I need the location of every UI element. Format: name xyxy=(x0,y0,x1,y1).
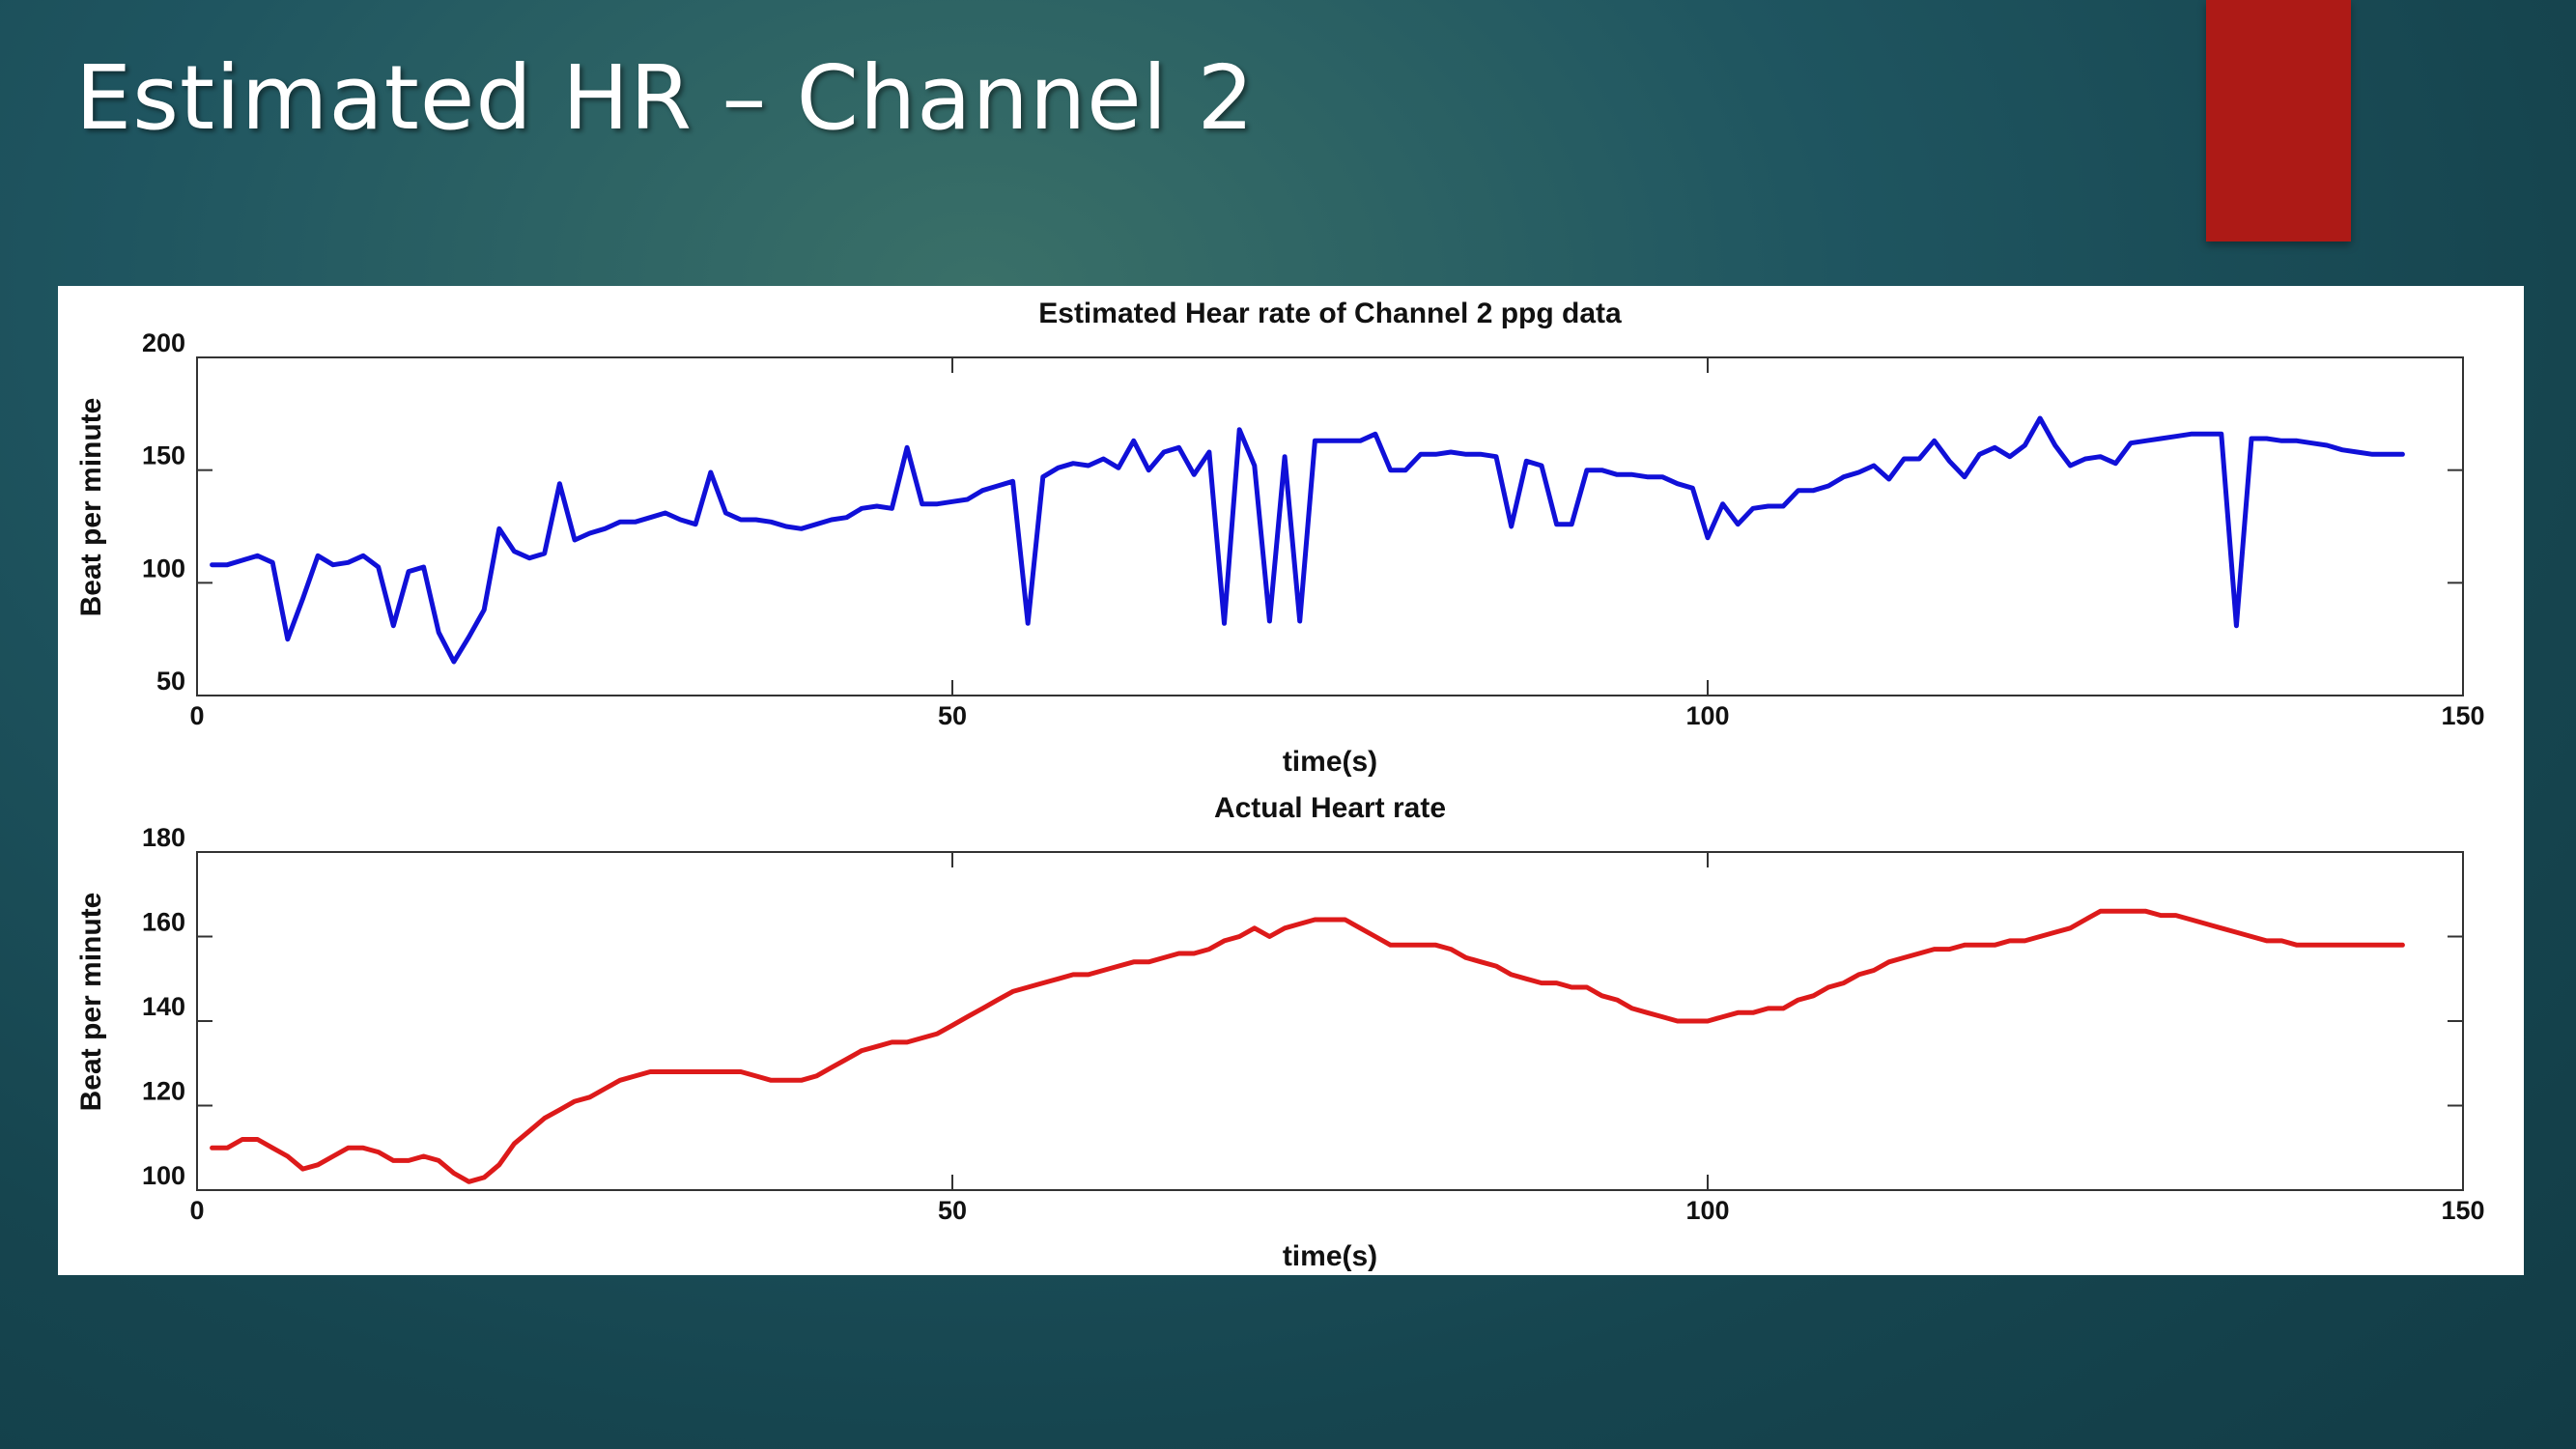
top-chart-ytick-label: 150 xyxy=(142,441,185,470)
top-chart-ytick-label: 100 xyxy=(142,554,185,582)
top-chart-series-line xyxy=(210,415,2405,665)
top-chart-ytick-label: 200 xyxy=(142,328,185,357)
top-chart-title: Estimated Hear rate of Channel 2 ppg dat… xyxy=(1038,298,1622,329)
accent-bar xyxy=(2206,0,2351,242)
top-chart-xtick-label: 0 xyxy=(189,701,204,730)
bottom-chart-ytick-label: 140 xyxy=(142,992,185,1021)
bottom-chart-axes-box xyxy=(196,851,2464,1191)
bottom-chart-ylabel: Beat per minute xyxy=(75,893,107,1112)
bottom-chart-ytick-label: 180 xyxy=(142,823,185,852)
bottom-chart-xtick-label: 150 xyxy=(2441,1196,2484,1225)
top-chart-ylabel: Beat per minute xyxy=(75,398,107,617)
bottom-chart-xtick-label: 100 xyxy=(1685,1196,1729,1225)
top-chart-xtick-label: 150 xyxy=(2441,701,2484,730)
top-chart-axes-box xyxy=(196,356,2464,696)
bottom-chart-series-line xyxy=(210,908,2405,1184)
bottom-chart-xlabel: time(s) xyxy=(1283,1240,1377,1272)
bottom-chart-ytick-label: 160 xyxy=(142,908,185,937)
slide-title: Estimated HR – Channel 2 xyxy=(75,46,1256,150)
bottom-chart-ytick-label: 120 xyxy=(142,1077,185,1106)
top-chart-xlabel: time(s) xyxy=(1283,746,1377,778)
figure-panel: Estimated Hear rate of Channel 2 ppg dat… xyxy=(58,286,2524,1275)
figure-svg: Estimated Hear rate of Channel 2 ppg dat… xyxy=(75,298,2485,1272)
top-chart-xtick-label: 50 xyxy=(938,701,967,730)
bottom-chart-ytick-label: 100 xyxy=(142,1161,185,1190)
top-chart-xtick-label: 100 xyxy=(1685,701,1729,730)
top-chart-ytick-label: 50 xyxy=(156,667,185,696)
bottom-chart-xtick-label: 50 xyxy=(938,1196,967,1225)
bottom-chart-xtick-label: 0 xyxy=(189,1196,204,1225)
bottom-chart-title: Actual Heart rate xyxy=(1214,792,1446,824)
